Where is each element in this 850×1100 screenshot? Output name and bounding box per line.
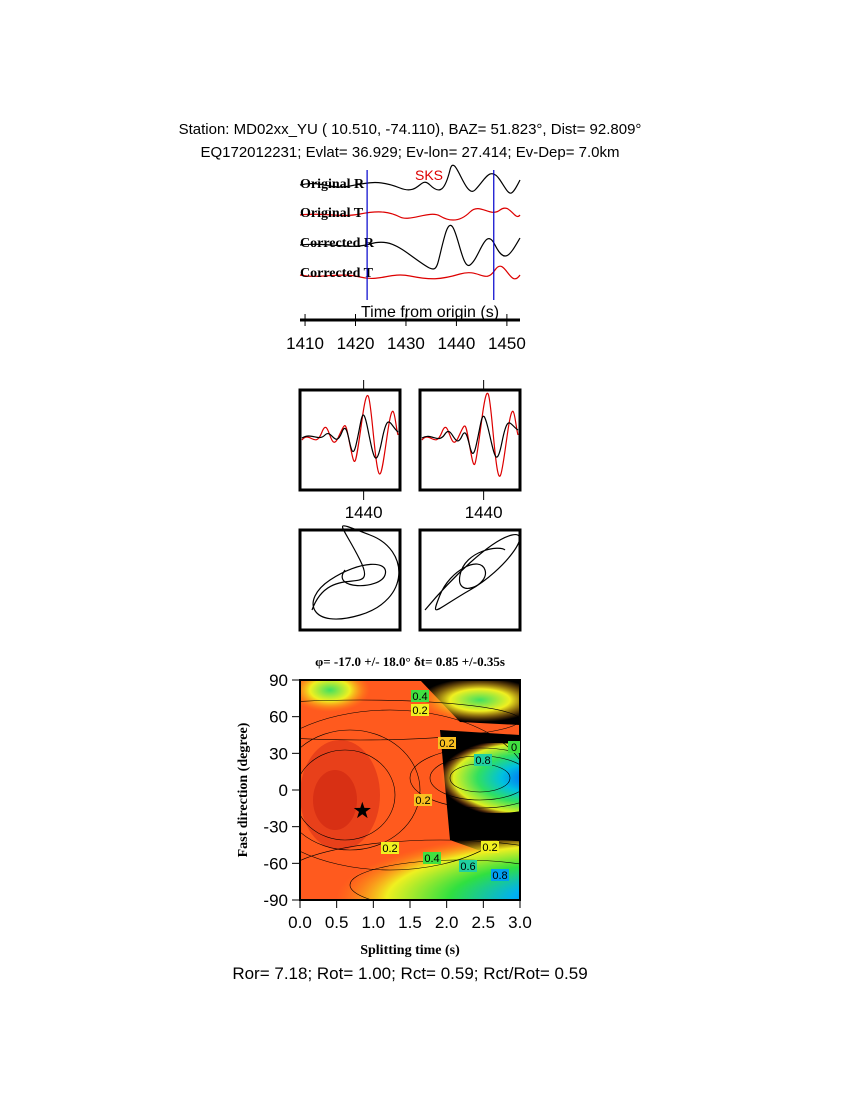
trace-label: Original R <box>300 177 365 192</box>
y-tick-label: 90 <box>269 671 288 690</box>
x-tick-label: 2.0 <box>435 913 459 932</box>
trace-original-t <box>299 207 521 221</box>
trace-corrected-r <box>299 224 521 270</box>
map-title: φ= -17.0 +/- 18.0° δt= 0.85 +/-0.35s <box>315 654 505 669</box>
y-tick-label: 60 <box>269 708 288 727</box>
contour-label: 0.4 <box>424 853 439 865</box>
x-tick-label: 1440 <box>345 503 383 522</box>
traces <box>299 164 521 280</box>
contour-label: 0.2 <box>439 738 454 750</box>
trace-label: Corrected R <box>300 236 375 251</box>
y-tick-label: 0 <box>279 781 288 800</box>
x-tick-label: 1.5 <box>398 913 422 932</box>
contour-label: 0.2 <box>415 795 430 807</box>
panel-frame <box>418 388 522 492</box>
trace-label: Original T <box>300 206 364 221</box>
y-tick-label: -30 <box>263 818 288 837</box>
best-fit-star <box>353 801 371 819</box>
x-tick-label: 1450 <box>488 334 526 353</box>
x-axis-label: Splitting time (s) <box>360 943 460 958</box>
trace-corrected-t <box>299 265 521 280</box>
panel-frame <box>418 528 522 632</box>
particle-motion <box>311 525 400 620</box>
x-tick-label: 1440 <box>465 503 503 522</box>
header-line2: EQ172012231; Evlat= 36.929; Ev-lon= 27.4… <box>200 144 619 161</box>
contour-label: 0.2 <box>382 843 397 855</box>
contour-labels: 0.2 0.2 0.2 0.2 0.2 0.4 0.4 0.6 0.8 0.8 … <box>381 690 520 882</box>
x-tick-label: 0.5 <box>325 913 349 932</box>
y-tick-label: -60 <box>263 854 288 873</box>
x-tick-label: 1440 <box>438 334 476 353</box>
trace-label: Corrected T <box>300 266 374 281</box>
contour-label: 0 <box>511 742 517 754</box>
phase-label: SKS <box>415 167 443 183</box>
footer: Ror= 7.18; Rot= 1.00; Rct= 0.59; Rct/Rot… <box>232 964 587 983</box>
y-axis-label: Fast direction (degree) <box>236 722 251 857</box>
panel-wave-black <box>421 415 519 458</box>
x-tick-label: 1420 <box>337 334 375 353</box>
y-tick-label: 30 <box>269 744 288 763</box>
contour-label: 0.2 <box>412 705 427 717</box>
x-tick-label: 1430 <box>387 334 425 353</box>
header-line1: Station: MD02xx_YU ( 10.510, -74.110), B… <box>179 121 642 138</box>
x-tick-label: 3.0 <box>508 913 532 932</box>
contour-label: 0.2 <box>482 842 497 854</box>
panel-wave-black <box>301 414 399 459</box>
x-tick-label: 0.0 <box>288 913 312 932</box>
panel-frame <box>298 388 402 492</box>
x-tick-label: 1.0 <box>362 913 386 932</box>
x-tick-label: 1410 <box>286 334 324 353</box>
x-axis-label: Time from origin (s) <box>361 304 499 321</box>
trace-original-r <box>299 164 521 194</box>
panel-wave-red <box>421 392 519 477</box>
contour-label: 0.4 <box>412 691 427 703</box>
contour-label: 0.6 <box>460 861 475 873</box>
x-tick-label: 2.5 <box>472 913 496 932</box>
y-tick-label: -90 <box>263 891 288 910</box>
particle-motion <box>424 534 521 611</box>
contour-label: 0.8 <box>475 755 490 767</box>
panel-wave-red <box>301 394 399 475</box>
contour-label: 0.8 <box>492 870 507 882</box>
panel-frame <box>298 528 402 632</box>
misfit-map <box>300 680 520 900</box>
